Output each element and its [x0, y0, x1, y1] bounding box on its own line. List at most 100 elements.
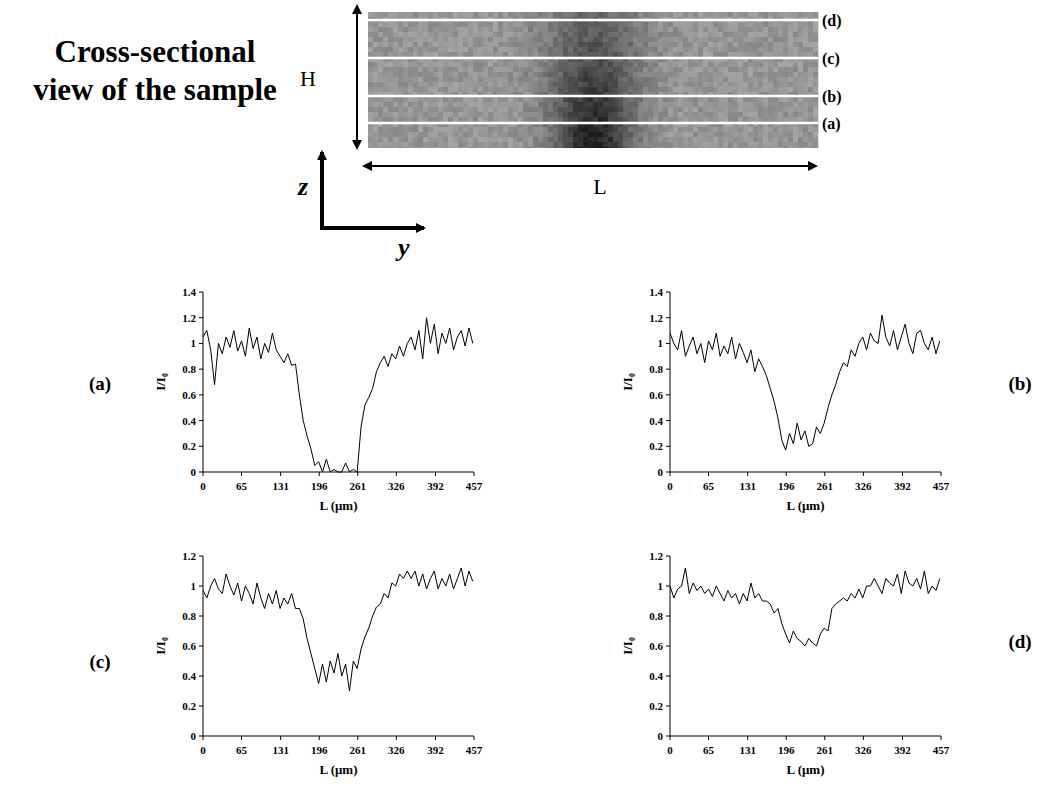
image-pixel	[668, 12, 673, 17]
image-pixel	[683, 87, 688, 92]
image-pixel	[668, 87, 673, 92]
image-pixel	[628, 112, 633, 117]
image-pixel	[478, 117, 483, 122]
image-pixel	[538, 107, 543, 112]
image-pixel	[773, 112, 778, 117]
image-pixel	[763, 77, 768, 82]
image-pixel	[653, 42, 658, 47]
image-pixel	[768, 112, 773, 117]
image-pixel	[548, 47, 553, 52]
image-pixel	[693, 112, 698, 117]
image-pixel	[643, 117, 648, 122]
image-pixel	[653, 97, 658, 102]
image-pixel	[638, 62, 643, 67]
image-pixel	[738, 97, 743, 102]
image-pixel	[543, 107, 548, 112]
image-pixel	[608, 77, 613, 82]
image-pixel	[773, 32, 778, 37]
image-pixel	[763, 12, 768, 17]
image-pixel	[783, 47, 788, 52]
image-pixel	[668, 52, 673, 57]
image-pixel	[438, 22, 443, 27]
image-pixel	[693, 87, 698, 92]
image-pixel	[663, 77, 668, 82]
image-pixel	[528, 32, 533, 37]
image-pixel	[448, 97, 453, 102]
image-pixel	[448, 107, 453, 112]
image-pixel	[753, 112, 758, 117]
image-pixel	[478, 27, 483, 32]
image-pixel	[708, 52, 713, 57]
image-pixel	[673, 37, 678, 42]
image-pixel	[673, 22, 678, 27]
image-pixel	[503, 67, 508, 72]
image-pixel	[713, 32, 718, 37]
image-pixel	[413, 112, 418, 117]
image-pixel	[433, 77, 438, 82]
image-pixel	[548, 32, 553, 37]
image-pixel	[418, 47, 423, 52]
image-pixel	[498, 117, 503, 122]
image-pixel	[633, 87, 638, 92]
image-pixel	[388, 77, 393, 82]
image-pixel	[408, 22, 413, 27]
image-pixel	[553, 97, 558, 102]
image-pixel	[533, 37, 538, 42]
image-pixel	[573, 12, 578, 17]
image-pixel	[648, 112, 653, 117]
image-pixel	[563, 27, 568, 32]
image-pixel	[683, 42, 688, 47]
cross-section: Cross-sectionalview of the sample(d)(c)(…	[33, 12, 841, 262]
image-pixel	[648, 62, 653, 67]
image-pixel	[643, 67, 648, 72]
image-pixel	[638, 12, 643, 17]
image-pixel	[658, 12, 663, 17]
image-pixel	[708, 22, 713, 27]
image-pixel	[593, 52, 598, 57]
image-pixel	[633, 82, 638, 87]
image-pixel	[603, 47, 608, 52]
image-pixel	[678, 52, 683, 57]
image-pixel	[463, 107, 468, 112]
image-pixel	[483, 77, 488, 82]
image-pixel	[523, 22, 528, 27]
image-pixel	[568, 97, 573, 102]
image-pixel	[688, 27, 693, 32]
image-pixel	[628, 77, 633, 82]
image-pixel	[618, 112, 623, 117]
image-pixel	[413, 62, 418, 67]
image-pixel	[618, 82, 623, 87]
image-pixel	[778, 82, 783, 87]
image-pixel	[443, 102, 448, 107]
image-pixel	[413, 27, 418, 32]
image-pixel	[588, 82, 593, 87]
image-pixel	[468, 67, 473, 72]
image-pixel	[783, 37, 788, 42]
image-pixel	[558, 37, 563, 42]
image-pixel	[563, 12, 568, 17]
image-pixel	[708, 67, 713, 72]
image-pixel	[583, 87, 588, 92]
image-pixel	[473, 47, 478, 52]
image-pixel	[743, 22, 748, 27]
image-pixel	[473, 112, 478, 117]
image-pixel	[463, 97, 468, 102]
image-pixel	[608, 22, 613, 27]
image-pixel	[648, 27, 653, 32]
image-pixel	[698, 37, 703, 42]
image-pixel	[693, 77, 698, 82]
image-pixel	[778, 67, 783, 72]
image-pixel	[803, 72, 808, 77]
image-pixel	[368, 82, 373, 87]
image-pixel	[468, 107, 473, 112]
image-pixel	[578, 97, 583, 102]
image-pixel	[533, 82, 538, 87]
image-pixel	[408, 67, 413, 72]
image-pixel	[373, 77, 378, 82]
image-pixel	[608, 112, 613, 117]
image-pixel	[503, 22, 508, 27]
image-pixel	[643, 102, 648, 107]
image-pixel	[638, 87, 643, 92]
image-pixel	[688, 112, 693, 117]
image-pixel	[748, 117, 753, 122]
